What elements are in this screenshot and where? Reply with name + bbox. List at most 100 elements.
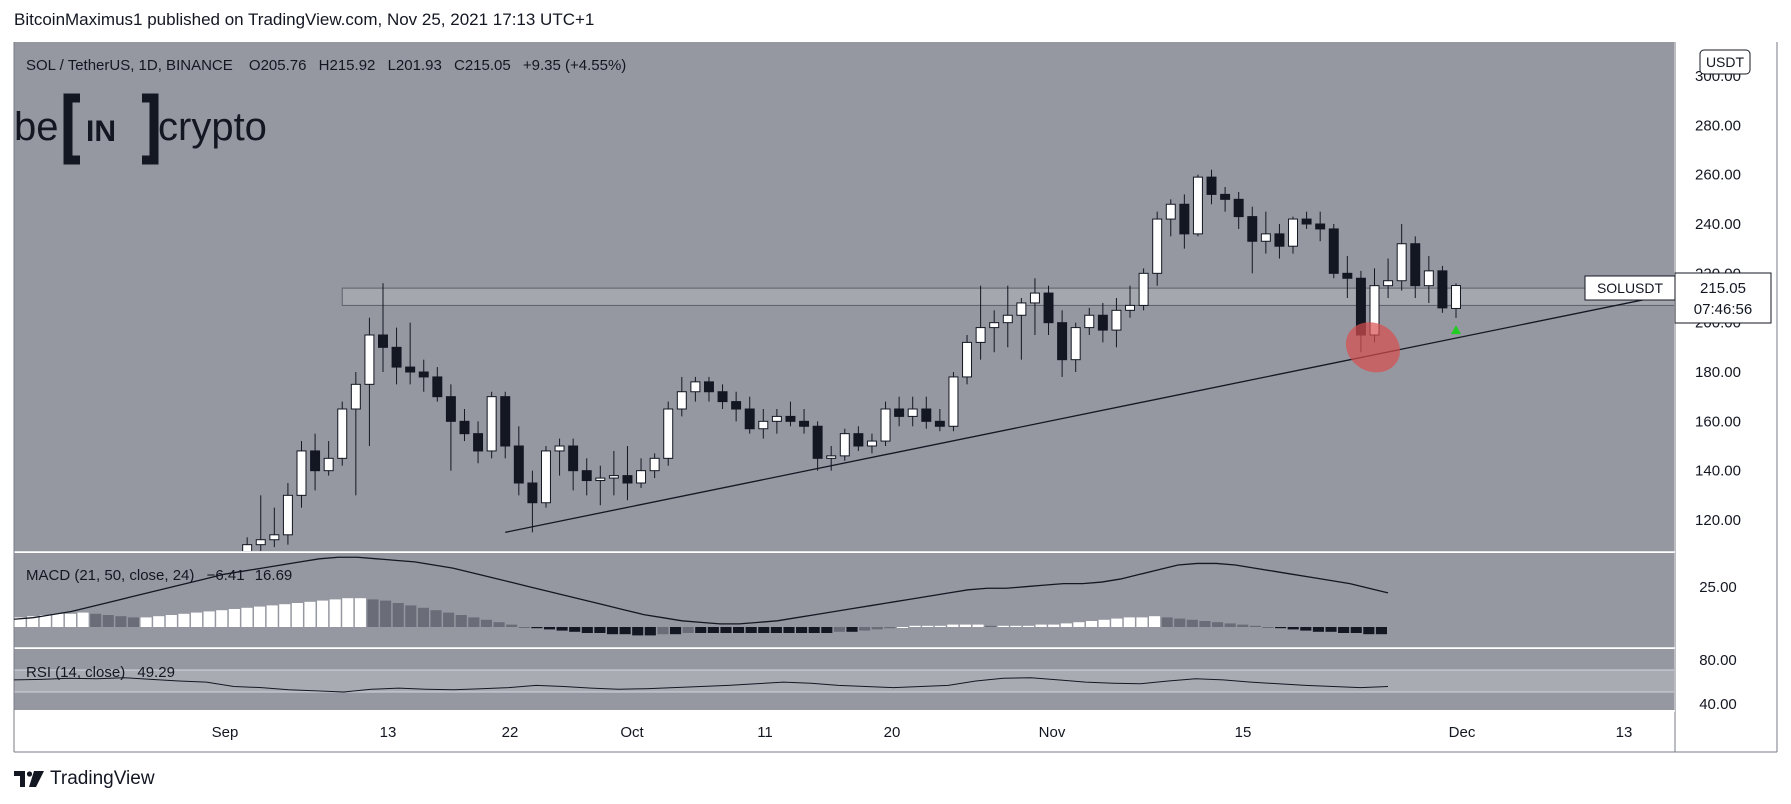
macd-histogram-bar — [90, 613, 102, 627]
macd-histogram-bar — [606, 627, 619, 635]
macd-histogram-bar — [342, 598, 354, 627]
price-tick-label: 280.00 — [1695, 117, 1741, 134]
macd-histogram-bar — [506, 624, 518, 627]
macd-pane-bg — [14, 553, 1674, 648]
candle-down — [1057, 322, 1068, 361]
open-value: 205.76 — [261, 57, 307, 74]
macd-histogram-bar — [266, 605, 278, 627]
price-tag-countdown: 07:46:56 — [1694, 301, 1752, 318]
rsi-plot — [13, 677, 1389, 693]
macd-histogram-bar — [644, 627, 656, 636]
macd-histogram-bar — [354, 598, 366, 627]
macd-histogram-bar — [367, 599, 379, 627]
macd-axis-label: 25.00 — [1699, 579, 1737, 596]
candle-up — [1423, 270, 1434, 287]
macd-histogram-bar — [14, 617, 26, 627]
macd-histogram-bar — [556, 627, 568, 631]
candle-up — [1111, 309, 1122, 331]
candle-up — [866, 440, 877, 447]
candle-down — [622, 475, 633, 484]
candle-up — [1165, 203, 1176, 220]
macd-histogram-bar — [922, 625, 934, 627]
candle-up — [771, 415, 782, 422]
candle-up — [255, 539, 266, 546]
candle-up — [337, 408, 348, 459]
macd-plot — [13, 556, 1389, 636]
candle-up — [962, 341, 973, 378]
candle-up — [989, 322, 1000, 329]
macd-histogram-bar — [997, 625, 1009, 627]
macd-histogram-bar — [745, 627, 757, 633]
macd-histogram-bar — [518, 627, 530, 628]
macd-histogram-bar — [329, 599, 341, 627]
candle-up — [636, 470, 647, 484]
candle-down — [703, 381, 714, 393]
tradingview-logo-icon — [14, 771, 44, 787]
macd-histogram-bar — [594, 627, 606, 633]
macd-histogram-bar — [896, 627, 908, 628]
low-label: L — [388, 57, 396, 74]
macd-histogram-bar — [959, 624, 972, 627]
candle-up — [663, 408, 674, 459]
macd-histogram-bar — [632, 627, 644, 636]
candle-down — [1437, 270, 1448, 309]
time-tick-label: Nov — [1039, 724, 1066, 741]
price-tag[interactable]: SOLUSDT 215.05 07:46:56 — [1584, 272, 1772, 324]
logo-text-left: be — [14, 105, 59, 149]
candle-up — [880, 408, 891, 442]
candle-up — [975, 327, 986, 343]
candle-up — [1260, 233, 1271, 242]
macd-histogram-bar — [543, 627, 556, 630]
macd-histogram-bar — [1136, 617, 1148, 627]
macd-histogram-bar — [153, 616, 165, 627]
macd-histogram-bar — [203, 611, 215, 627]
candle-up — [1192, 176, 1203, 235]
candle-down — [853, 433, 864, 447]
macd-histogram-bar — [758, 627, 770, 633]
macd-histogram-bar — [216, 610, 228, 627]
macd-histogram-bar — [1224, 623, 1236, 627]
macd-histogram-bar — [291, 603, 303, 627]
candle-up — [1451, 285, 1461, 309]
macd-histogram-bar — [1287, 627, 1299, 630]
candle-up — [486, 396, 497, 452]
candle-down — [894, 408, 905, 417]
candle-up — [296, 450, 307, 496]
close-label: C — [454, 57, 465, 74]
macd-histogram-bar — [1363, 627, 1375, 635]
macd-histogram-bar — [1123, 617, 1135, 627]
macd-histogram-bar — [1312, 627, 1324, 632]
candle-down — [500, 396, 511, 447]
candle-down — [1206, 176, 1217, 195]
footer-brand[interactable]: TradingView — [14, 766, 155, 792]
rsi-value: 49.29 — [137, 664, 175, 681]
price-tick-label: 260.00 — [1695, 167, 1741, 184]
time-tick-label: Oct — [620, 724, 644, 741]
macd-histogram-bar — [1212, 622, 1224, 627]
candle-down — [432, 376, 443, 398]
macd-histogram-bar — [430, 610, 442, 627]
candle-up — [826, 455, 837, 459]
macd-histogram-bar — [657, 627, 669, 635]
candle-up — [839, 433, 850, 457]
macd-histogram-bar — [52, 613, 64, 627]
candle-up — [269, 534, 280, 541]
macd-histogram-bar — [1161, 617, 1173, 627]
candle-up — [690, 381, 701, 393]
macd-histogram-bar — [1186, 619, 1198, 627]
logo-text-right: crypto — [158, 105, 267, 149]
candle-up — [1016, 302, 1027, 316]
time-tick-label: 15 — [1235, 724, 1252, 741]
candle-up — [1383, 280, 1394, 287]
macd-histogram-bar — [695, 627, 707, 633]
currency-badge[interactable] — [1699, 49, 1751, 75]
macd-histogram-bar — [1111, 618, 1123, 627]
price-tick-label: 140.00 — [1695, 463, 1741, 480]
svg-text:SOL / TetherUS, 1D, BINANCE: SOL / TetherUS, 1D, BINANCE O205.76 H215… — [26, 57, 626, 74]
time-tick-label: Dec — [1449, 724, 1476, 741]
candle-up — [242, 544, 253, 551]
candle-up — [1070, 327, 1081, 361]
macd-histogram-bar — [619, 627, 631, 635]
candle-up — [649, 457, 660, 472]
